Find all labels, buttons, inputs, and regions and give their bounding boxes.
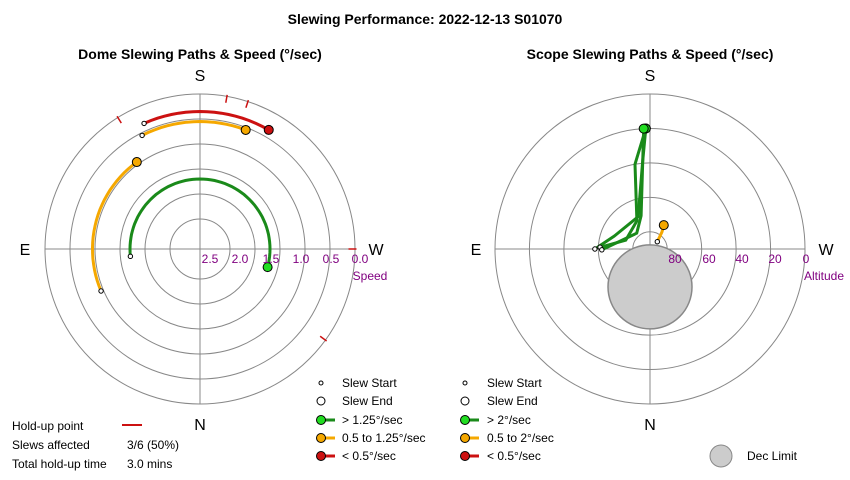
dome-direction-n: N: [194, 417, 206, 434]
scope-direction-e: E: [471, 242, 482, 259]
dome-direction-s: S: [195, 68, 206, 85]
scope-tick-3: 20: [768, 252, 782, 266]
scope-legend-medium-label: 0.5 to 2°/sec: [487, 431, 554, 445]
dome-slew-end-2: [240, 124, 251, 135]
scope-slew-start-3: [654, 238, 661, 245]
scope-legend-slew-start-marker: [462, 380, 468, 386]
dome-slew-path-3: [143, 109, 270, 132]
holdup-stats: Hold-up point Slews affected 3/6 (50%) T…: [12, 419, 179, 471]
scope-slew-start-0: [592, 246, 598, 252]
dome-legend: Slew Start Slew End > 1.25°/sec 0.5 to 1…: [316, 376, 426, 463]
figure-title: Slewing Performance: 2022-12-13 S01070: [288, 11, 563, 27]
scope-slew-path-2: [601, 128, 646, 252]
scope-legend-medium-marker: [460, 433, 470, 443]
dec-limit-legend-label: Dec Limit: [747, 449, 798, 463]
scope-tick-4: 0: [803, 252, 810, 266]
scope-tick-2: 40: [735, 252, 749, 266]
scope-legend-slew-end-label: Slew End: [487, 394, 538, 408]
scope-slew-end-2: [638, 123, 649, 134]
legend-fast-label: > 1.25°/sec: [342, 413, 403, 427]
scope-dec-limit-zone: [607, 244, 693, 330]
legend-slew-end-label: Slew End: [342, 394, 393, 408]
scope-polar-chart: Scope Slewing Paths & Speed (°/sec) S N …: [471, 46, 845, 434]
scope-direction-w: W: [818, 242, 834, 259]
scope-legend-fast-marker: [460, 415, 470, 425]
dome-slew-end-1: [131, 157, 142, 168]
slews-affected-value: 3/6 (50%): [127, 438, 179, 452]
scope-direction-s: S: [645, 68, 656, 85]
dome-slew-start-3: [141, 120, 147, 127]
dome-direction-e: E: [20, 242, 31, 259]
scope-legend-slow-label: < 0.5°/sec: [487, 449, 541, 463]
dome-holdup-point-4: [319, 335, 328, 342]
dec-limit-legend-marker: [709, 444, 733, 468]
dome-tick-0: 2.5: [202, 252, 219, 266]
dome-tick-3: 1.0: [293, 252, 310, 266]
dome-radial-axis-label: Speed: [353, 269, 388, 283]
slews-affected-label: Slews affected: [12, 438, 90, 452]
dome-subtitle: Dome Slewing Paths & Speed (°/sec): [78, 46, 322, 62]
scope-paths: [592, 123, 693, 330]
dome-slew-start-0: [127, 253, 134, 260]
dome-tick-4: 0.5: [323, 252, 340, 266]
dome-slew-end-3: [263, 124, 274, 135]
scope-radial-axis-label: Altitude: [804, 269, 844, 283]
dome-holdup-point-0: [225, 94, 228, 103]
scope-slew-start-2: [599, 247, 605, 253]
legend-slow-label: < 0.5°/sec: [342, 449, 396, 463]
dome-slew-start-1: [98, 288, 104, 294]
dome-tick-1: 2.0: [232, 252, 249, 266]
total-holdup-time-value: 3.0 mins: [127, 457, 172, 471]
legend-medium-marker: [316, 433, 326, 443]
scope-tick-1: 60: [702, 252, 716, 266]
legend-slew-end-marker: [316, 396, 326, 406]
holdup-point-label: Hold-up point: [12, 419, 84, 433]
dome-polar-chart: Dome Slewing Paths & Speed (°/sec) S N E…: [20, 46, 388, 434]
dome-holdup-point-2: [116, 115, 122, 124]
legend-slow-marker: [316, 451, 326, 461]
dome-tick-5: 0.0: [352, 252, 369, 266]
dome-slew-start-2: [139, 132, 145, 139]
dome-slew-path-2: [141, 119, 247, 137]
scope-legend-slew-start-label: Slew Start: [487, 376, 542, 390]
scope-legend: Slew Start Slew End > 2°/sec 0.5 to 2°/s…: [460, 376, 798, 468]
dome-tick-2: 1.5: [263, 252, 280, 266]
dome-grid: [44, 93, 356, 405]
legend-medium-label: 0.5 to 1.25°/sec: [342, 431, 426, 445]
scope-tick-0: 80: [668, 252, 682, 266]
dome-slew-path-0: [128, 177, 272, 268]
legend-slew-start-marker: [318, 380, 324, 386]
scope-legend-fast-label: > 2°/sec: [487, 413, 531, 427]
legend-slew-start-label: Slew Start: [342, 376, 397, 390]
scope-direction-n: N: [644, 417, 656, 434]
legend-fast-marker: [316, 415, 326, 425]
scope-slew-end-3: [658, 220, 669, 231]
dome-direction-w: W: [368, 242, 384, 259]
total-holdup-time-label: Total hold-up time: [12, 457, 107, 471]
scope-legend-slow-marker: [460, 451, 470, 461]
dome-paths: [90, 94, 357, 342]
scope-legend-slew-end-marker: [460, 396, 470, 406]
dome-holdup-point-1: [245, 99, 250, 108]
dome-slew-path-1: [90, 160, 138, 292]
dome-slew-end-0: [262, 262, 273, 273]
scope-subtitle: Scope Slewing Paths & Speed (°/sec): [527, 46, 774, 62]
